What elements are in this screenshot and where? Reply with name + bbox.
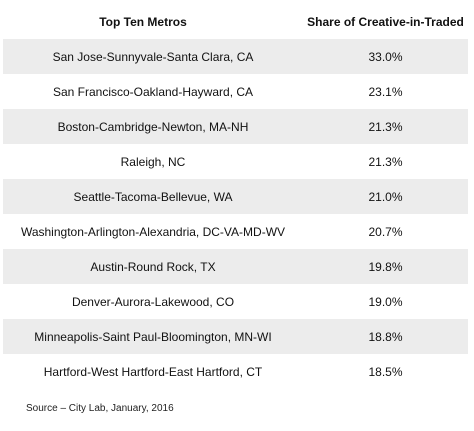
metro-name-cell: Boston-Cambridge-Newton, MA-NH — [3, 109, 303, 144]
table-row: Raleigh, NC 21.3% — [3, 144, 468, 179]
table-row: Minneapolis-Saint Paul-Bloomington, MN-W… — [3, 319, 468, 354]
table-row: Washington-Arlington-Alexandria, DC-VA-M… — [3, 214, 468, 249]
table-row: San Francisco-Oakland-Hayward, CA 23.1% — [3, 74, 468, 109]
share-value-cell: 21.3% — [303, 144, 468, 179]
metro-name-cell: Washington-Arlington-Alexandria, DC-VA-M… — [3, 214, 303, 249]
metro-name-cell: Minneapolis-Saint Paul-Bloomington, MN-W… — [3, 319, 303, 354]
share-value-cell: 21.3% — [303, 109, 468, 144]
metros-table-container: Top Ten Metros Share of Creative-in-Trad… — [3, 4, 468, 389]
source-note: Source – City Lab, January, 2016 — [26, 403, 174, 414]
share-column-header: Share of Creative-in-Traded — [303, 4, 468, 39]
share-value-cell: 18.8% — [303, 319, 468, 354]
table-header: Top Ten Metros Share of Creative-in-Trad… — [3, 4, 468, 39]
metro-name-cell: San Jose-Sunnyvale-Santa Clara, CA — [3, 39, 303, 74]
metro-name-cell: Raleigh, NC — [3, 144, 303, 179]
table-row: Denver-Aurora-Lakewood, CO 19.0% — [3, 284, 468, 319]
metros-table: Top Ten Metros Share of Creative-in-Trad… — [3, 4, 468, 389]
metro-name-cell: Austin-Round Rock, TX — [3, 249, 303, 284]
share-value-cell: 20.7% — [303, 214, 468, 249]
table-row: San Jose-Sunnyvale-Santa Clara, CA 33.0% — [3, 39, 468, 74]
table-row: Seattle-Tacoma-Bellevue, WA 21.0% — [3, 179, 468, 214]
share-value-cell: 33.0% — [303, 39, 468, 74]
share-value-cell: 19.8% — [303, 249, 468, 284]
metro-name-cell: Hartford-West Hartford-East Hartford, CT — [3, 354, 303, 389]
metro-name-cell: San Francisco-Oakland-Hayward, CA — [3, 74, 303, 109]
table-row: Hartford-West Hartford-East Hartford, CT… — [3, 354, 468, 389]
header-row: Top Ten Metros Share of Creative-in-Trad… — [3, 4, 468, 39]
share-value-cell: 21.0% — [303, 179, 468, 214]
metro-column-header: Top Ten Metros — [3, 4, 303, 39]
metro-name-cell: Denver-Aurora-Lakewood, CO — [3, 284, 303, 319]
table-body: San Jose-Sunnyvale-Santa Clara, CA 33.0% S… — [3, 39, 468, 389]
metro-name-cell: Seattle-Tacoma-Bellevue, WA — [3, 179, 303, 214]
table-row: Austin-Round Rock, TX 19.8% — [3, 249, 468, 284]
table-row: Boston-Cambridge-Newton, MA-NH 21.3% — [3, 109, 468, 144]
share-value-cell: 23.1% — [303, 74, 468, 109]
share-value-cell: 18.5% — [303, 354, 468, 389]
share-value-cell: 19.0% — [303, 284, 468, 319]
